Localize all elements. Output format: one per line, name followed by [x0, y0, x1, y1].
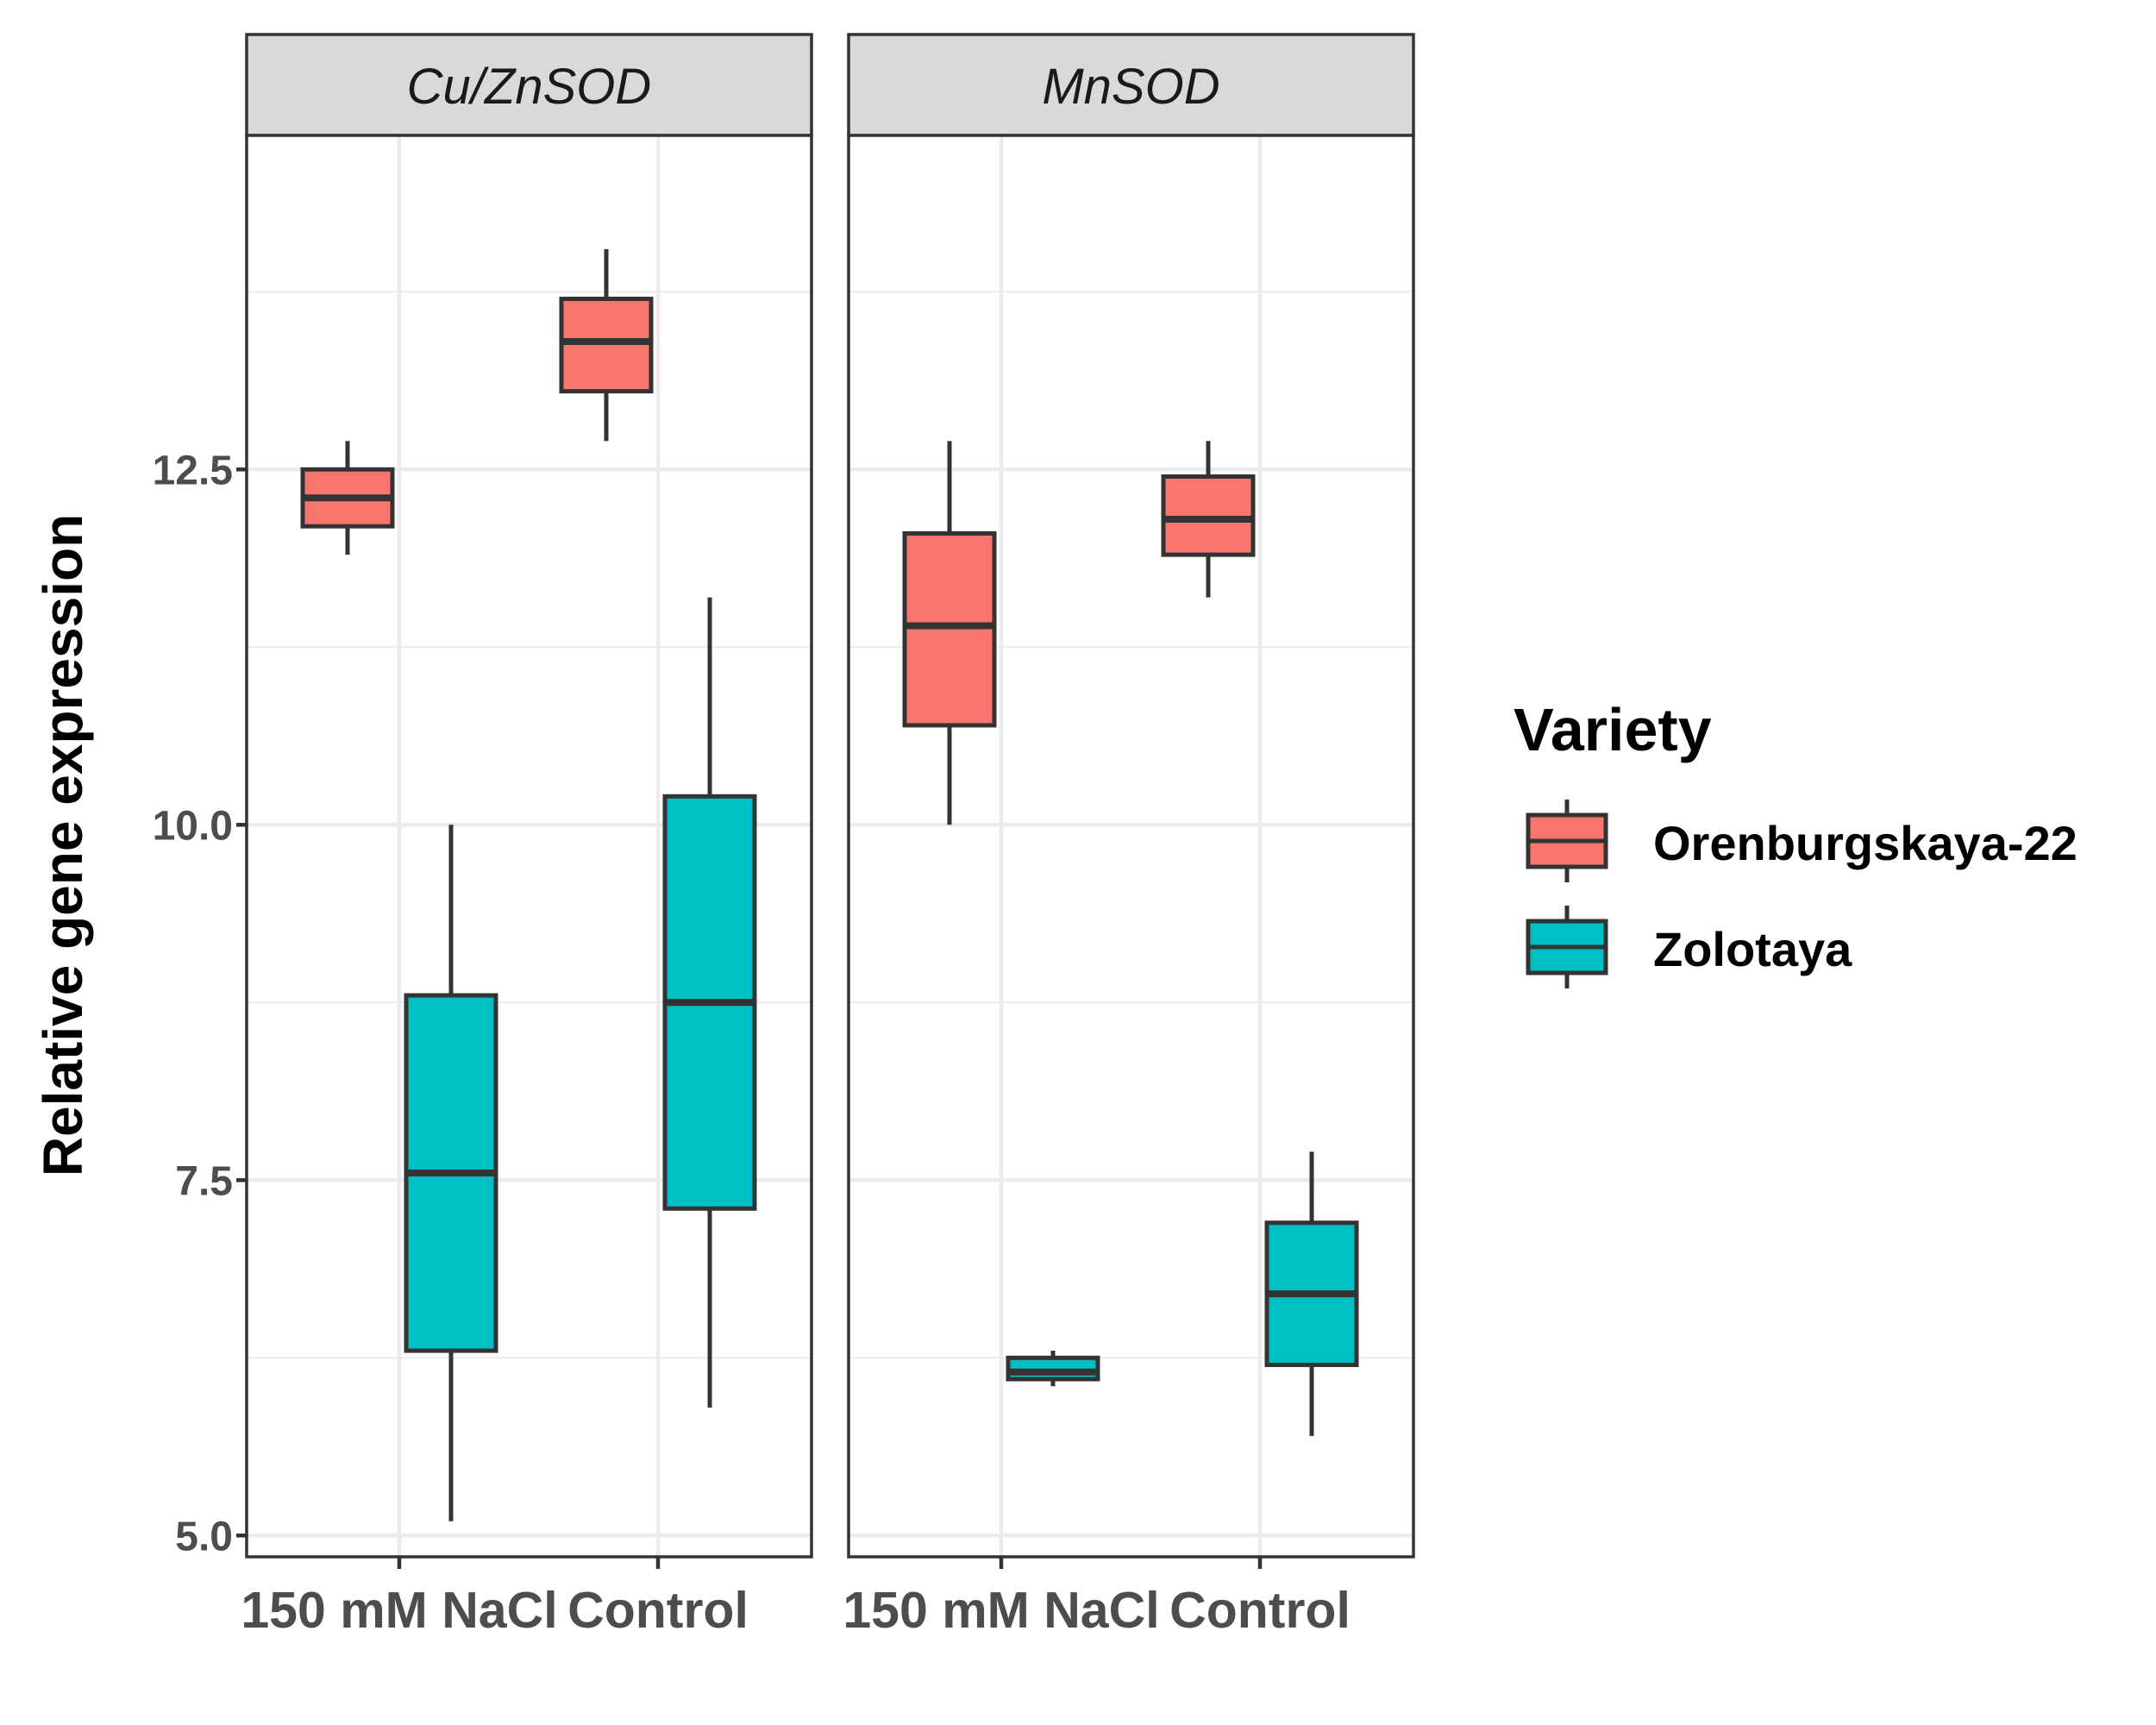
facet-panel-cu-znsod: Cu/ZnSOD 150 mM NaCl Control: [236, 33, 813, 1639]
facet-panel-mnsod: MnSOD 150 mM NaCl Control: [843, 33, 1415, 1639]
box-zolotaya: [662, 597, 757, 1408]
legend-item-zolotaya: Zolotaya: [1526, 906, 1852, 988]
legend-label: Zolotaya: [1653, 922, 1852, 976]
x-tick-label: Control: [567, 1582, 749, 1639]
y-tick-label: 10.0: [153, 803, 233, 849]
y-tick-label: 7.5: [175, 1158, 233, 1204]
box-zolotaya: [1006, 1351, 1100, 1387]
y-tick-label: 5.0: [175, 1514, 233, 1559]
y-tick-labels: 5.0 7.5 10.0 12.5: [153, 448, 233, 1559]
box-zolotaya: [1264, 1151, 1359, 1436]
facet-title: Cu/ZnSOD: [407, 59, 652, 115]
box-orenburgskaya: [300, 441, 395, 555]
box-orenburgskaya: [1161, 441, 1256, 598]
y-axis-title: Relative gene expression: [32, 514, 94, 1176]
panel-border: [245, 134, 813, 1559]
iqr-box: [1161, 474, 1256, 557]
panel-border: [847, 134, 1415, 1559]
iqr-box: [1006, 1355, 1100, 1382]
y-tick-label: 12.5: [153, 448, 233, 493]
legend-label: Orenburgskaya-22: [1653, 816, 2078, 870]
facet-strip: [245, 33, 813, 137]
iqr-box: [559, 297, 654, 394]
facet-title: MnSOD: [1042, 59, 1219, 115]
plot-area: [847, 134, 1415, 1569]
x-tick-label: Control: [1169, 1582, 1351, 1639]
iqr-box: [902, 530, 997, 728]
box-zolotaya: [404, 825, 498, 1521]
plot-area: [236, 134, 813, 1569]
x-tick-label: 150 mM NaCl: [241, 1582, 557, 1639]
legend-title: Variety: [1514, 696, 1712, 763]
legend-item-orenburgskaya: Orenburgskaya-22: [1526, 800, 2078, 882]
facet-strip: [847, 33, 1415, 137]
legend: Variety Orenburgskaya-22 Zolotaya: [1514, 696, 2078, 988]
box-orenburgskaya: [902, 441, 997, 825]
box-orenburgskaya: [559, 248, 654, 442]
x-tick-label: 150 mM NaCl: [843, 1582, 1159, 1639]
